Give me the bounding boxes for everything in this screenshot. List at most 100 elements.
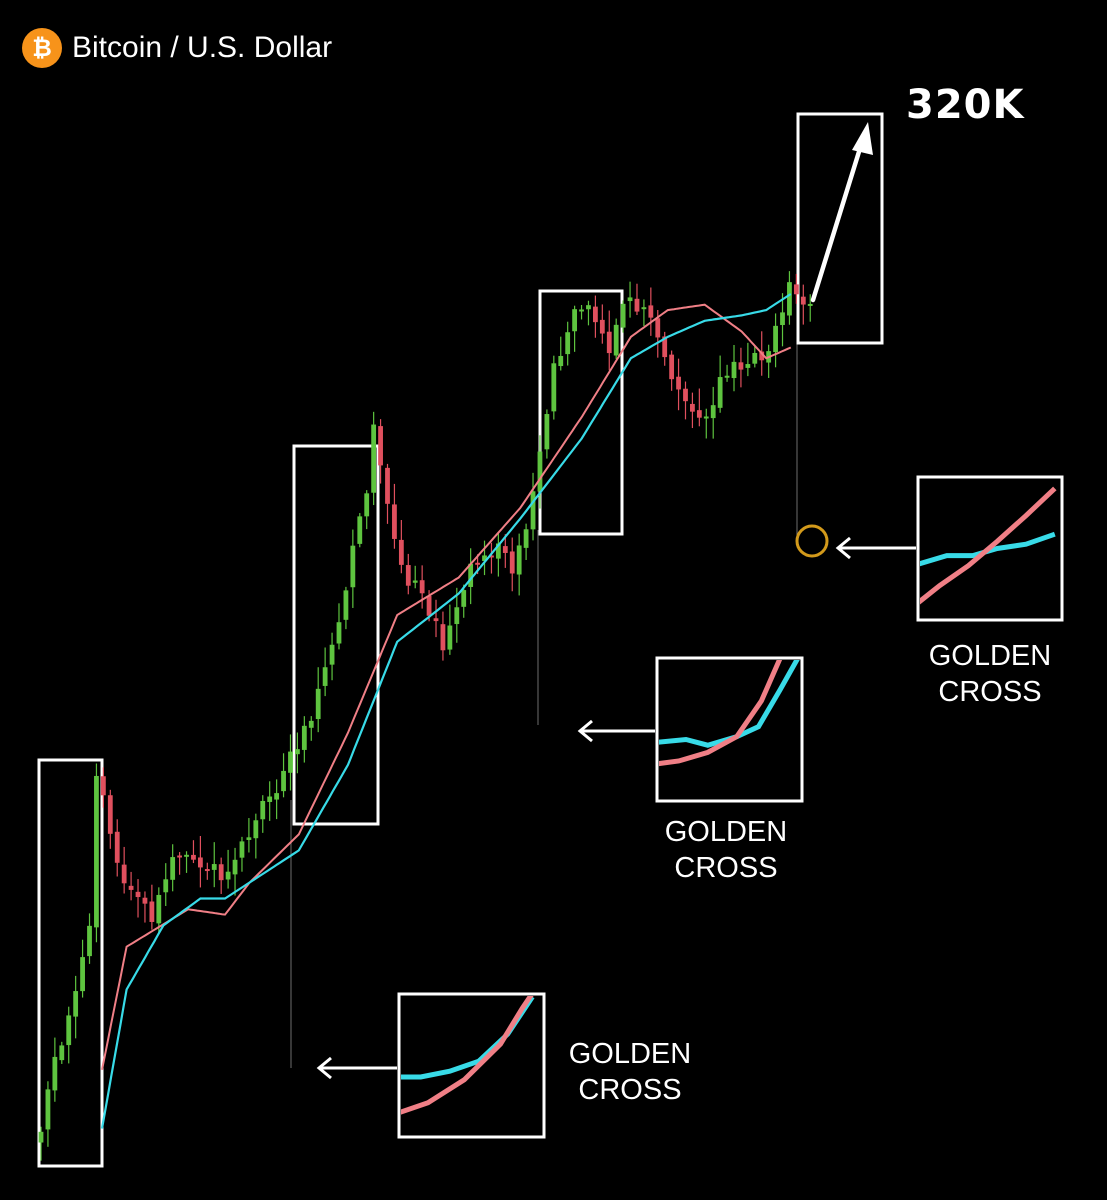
candle-body (516, 545, 522, 575)
candle-body (773, 325, 778, 353)
candle-body (669, 354, 675, 380)
fast-moving-average-line (101, 303, 792, 1070)
candle-body (163, 879, 169, 893)
candle-body (509, 551, 515, 574)
candle-body (558, 355, 564, 367)
candle-body (655, 318, 661, 338)
candle-body (371, 424, 377, 493)
candle-body (336, 622, 342, 644)
candle-body (724, 375, 730, 378)
golden-cross-label-1: GOLDEN CROSS (568, 1038, 692, 1106)
left-arrowhead-icon-1 (316, 1056, 332, 1080)
candle-body (523, 529, 529, 548)
inset-fast-ma-3 (920, 486, 1057, 605)
candle-body (295, 749, 300, 755)
candle-body (322, 667, 328, 686)
candle-body (745, 364, 751, 368)
candle-body (676, 376, 681, 390)
candle-body (620, 303, 626, 328)
chart-header: ₿ Bitcoin / U.S. Dollar (22, 28, 332, 68)
candle-body (627, 297, 633, 302)
candle-body (281, 770, 286, 792)
golden-cross-insets (397, 475, 1064, 1139)
candle-body (128, 885, 134, 890)
candle-body (454, 607, 460, 625)
candle-body (232, 859, 238, 875)
latest-cross-circle (795, 524, 829, 558)
candle-body (357, 516, 363, 544)
annotation-arrows (316, 122, 916, 1080)
candle-body (412, 580, 418, 583)
candle-body (482, 555, 487, 562)
candle-body (80, 957, 85, 992)
candle-body (308, 720, 314, 728)
highlight-box (538, 289, 624, 536)
highlight-box (796, 112, 884, 345)
candle-body (599, 319, 605, 334)
candle-body (301, 725, 307, 750)
candle-body (565, 332, 571, 355)
candle-body (502, 546, 508, 553)
candle-body (793, 284, 799, 295)
candle-body (253, 820, 259, 839)
candle-body (52, 1056, 58, 1091)
candle-body (204, 869, 210, 872)
candle-body (613, 324, 619, 356)
candle-body (426, 595, 432, 616)
candle-body (807, 303, 813, 306)
inset-fast-ma-2 (659, 660, 783, 767)
candle-body (114, 831, 120, 863)
candle-body (149, 901, 155, 922)
candle-body (800, 296, 806, 305)
candle-body (641, 307, 647, 310)
inset-frame-2 (655, 656, 804, 803)
highlight-box (37, 758, 104, 1168)
candle-body (73, 991, 79, 1017)
candle-body (350, 545, 356, 588)
candlesticks (38, 271, 813, 1161)
candle-body (59, 1045, 65, 1061)
left-arrowhead-icon-3 (835, 536, 851, 560)
candle-body (121, 864, 127, 884)
candle-body (45, 1089, 51, 1130)
candle-body (787, 282, 792, 316)
candle-body (184, 854, 189, 857)
candle-body (780, 312, 785, 326)
candle-body (759, 351, 765, 361)
candle-body (495, 543, 501, 559)
up-arrow-shaft (810, 139, 865, 303)
candle-body (690, 403, 695, 412)
candle-body (475, 562, 480, 565)
candle-body (696, 410, 702, 418)
candle-body (752, 352, 758, 364)
golden-cross-label-3: GOLDEN CROSS (928, 640, 1052, 708)
candle-body (385, 467, 390, 504)
target-price-label: 320K (906, 82, 1025, 128)
candle-body (38, 1131, 44, 1143)
candle-body (489, 555, 494, 558)
candle-body (191, 854, 196, 860)
candle-body (405, 565, 411, 586)
candle-body (440, 624, 446, 651)
candle-body (211, 864, 217, 870)
candle-body (447, 625, 453, 650)
candle-body (225, 871, 231, 880)
candle-body (260, 800, 266, 820)
candle-body (648, 305, 654, 318)
highlight-boxes (37, 112, 884, 1168)
candle-body (378, 426, 383, 466)
candle-body (218, 864, 224, 881)
highlight-box (292, 444, 380, 826)
candle-body (107, 795, 113, 834)
candle-body (662, 336, 668, 358)
candle-body (100, 776, 106, 796)
candle-body (66, 1015, 72, 1046)
candle-body (717, 377, 723, 408)
left-arrowhead-icon-2 (577, 719, 593, 743)
candle-body (419, 580, 425, 594)
candle-body (94, 775, 99, 928)
candle-body (87, 925, 92, 957)
crossover-guide-lines (290, 320, 798, 1068)
candle-body (239, 841, 245, 858)
